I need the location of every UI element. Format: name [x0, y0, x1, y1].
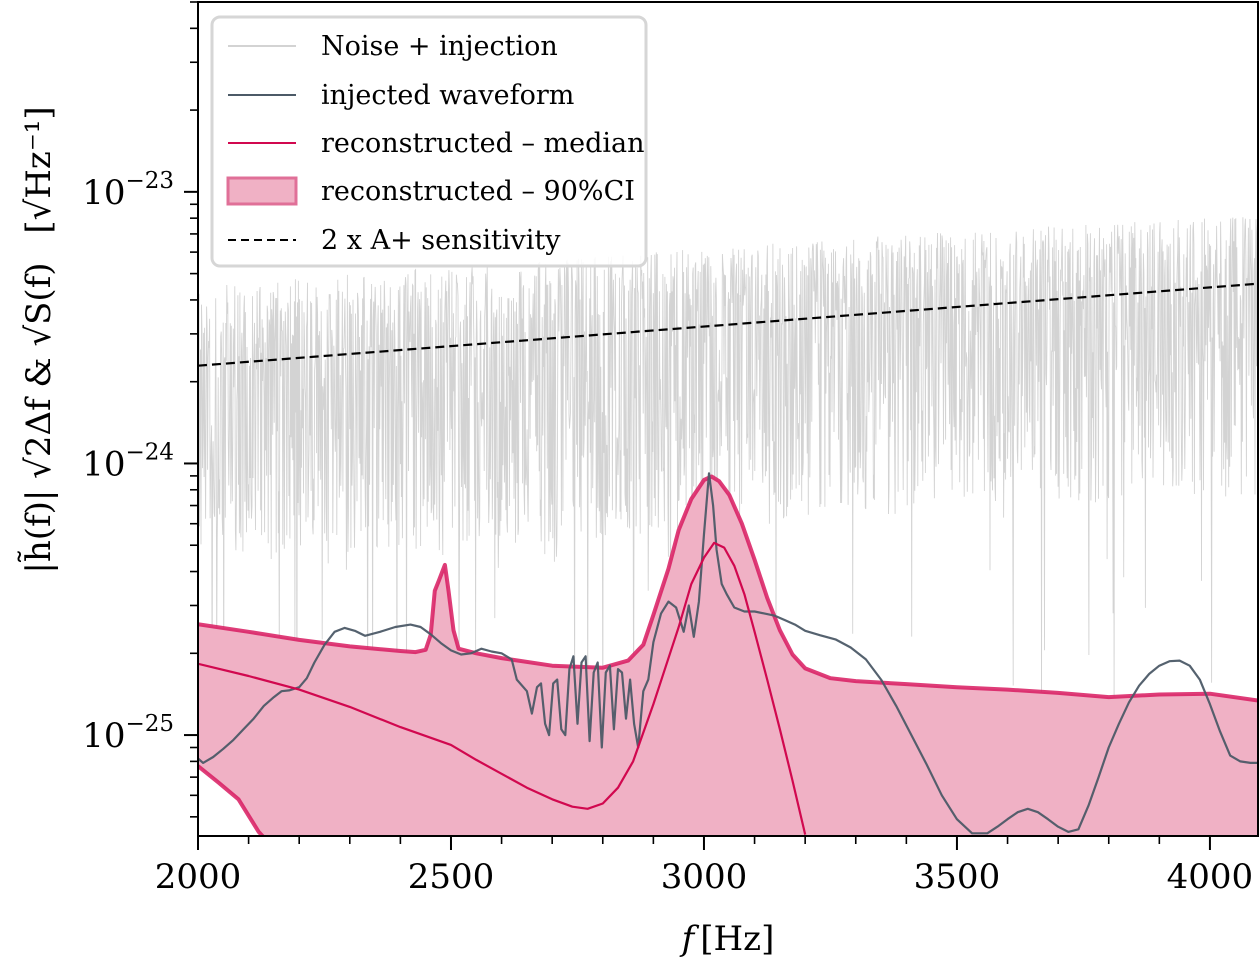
x-tick-label: 2000: [155, 857, 242, 897]
legend-label: reconstructed – 90%CI: [321, 176, 635, 207]
y-tick-label: 10−24: [82, 439, 174, 484]
x-tick-label: 4000: [1167, 857, 1254, 897]
x-axis-label-unit: [Hz]: [700, 919, 774, 958]
y-axis-label: |h̃(f)| √2Δf & √S(f): [18, 262, 59, 573]
y-axis-unit: [√Hz⁻¹]: [19, 106, 59, 233]
legend-frame: [210, 15, 648, 268]
x-tick-label: 3000: [661, 857, 748, 897]
legend-label: Noise + injection: [321, 31, 558, 62]
y-axis-label-text: |h̃(f)| √2Δf & √S(f): [18, 262, 59, 573]
legend-label: 2 x A+ sensitivity: [321, 225, 561, 256]
x-axis-label: f [Hz]: [679, 919, 775, 958]
legend-entry: reconstructed – 90%CI: [226, 176, 635, 207]
y-tick-label: 10−23: [82, 168, 174, 213]
ci-upper-edge: [198, 474, 1258, 703]
noise-injection-line: [198, 217, 1258, 798]
x-tick-label: 3500: [914, 857, 1001, 897]
legend-entry: Noise + injection: [228, 31, 558, 62]
legend-label: injected waveform: [321, 80, 574, 111]
ci-lower-edge: [198, 764, 266, 836]
median-line: [198, 541, 807, 835]
legend: Noise + injection injected waveform recons…: [210, 15, 648, 268]
legend-entry: injected waveform: [228, 80, 574, 111]
sensitivity-line: [198, 282, 1258, 367]
legend-swatch: [226, 176, 298, 206]
axes-frame: [197, 1, 1259, 837]
y-tick-label: 10−25: [82, 711, 174, 756]
ci-band-fill: [198, 476, 1258, 836]
legend-entry: reconstructed – median: [228, 128, 645, 159]
ticks: 2000 2500 3000 3500 4000 10−25 10−24 10−23: [82, 1, 1254, 897]
injected-waveform-line: [198, 472, 1258, 835]
x-tick-label: 2500: [408, 857, 495, 897]
y-axis-unit-text: [√Hz⁻¹]: [19, 106, 59, 233]
plot-area: [198, 217, 1258, 836]
legend-entry: 2 x A+ sensitivity: [228, 225, 561, 256]
legend-label: reconstructed – median: [321, 128, 645, 159]
